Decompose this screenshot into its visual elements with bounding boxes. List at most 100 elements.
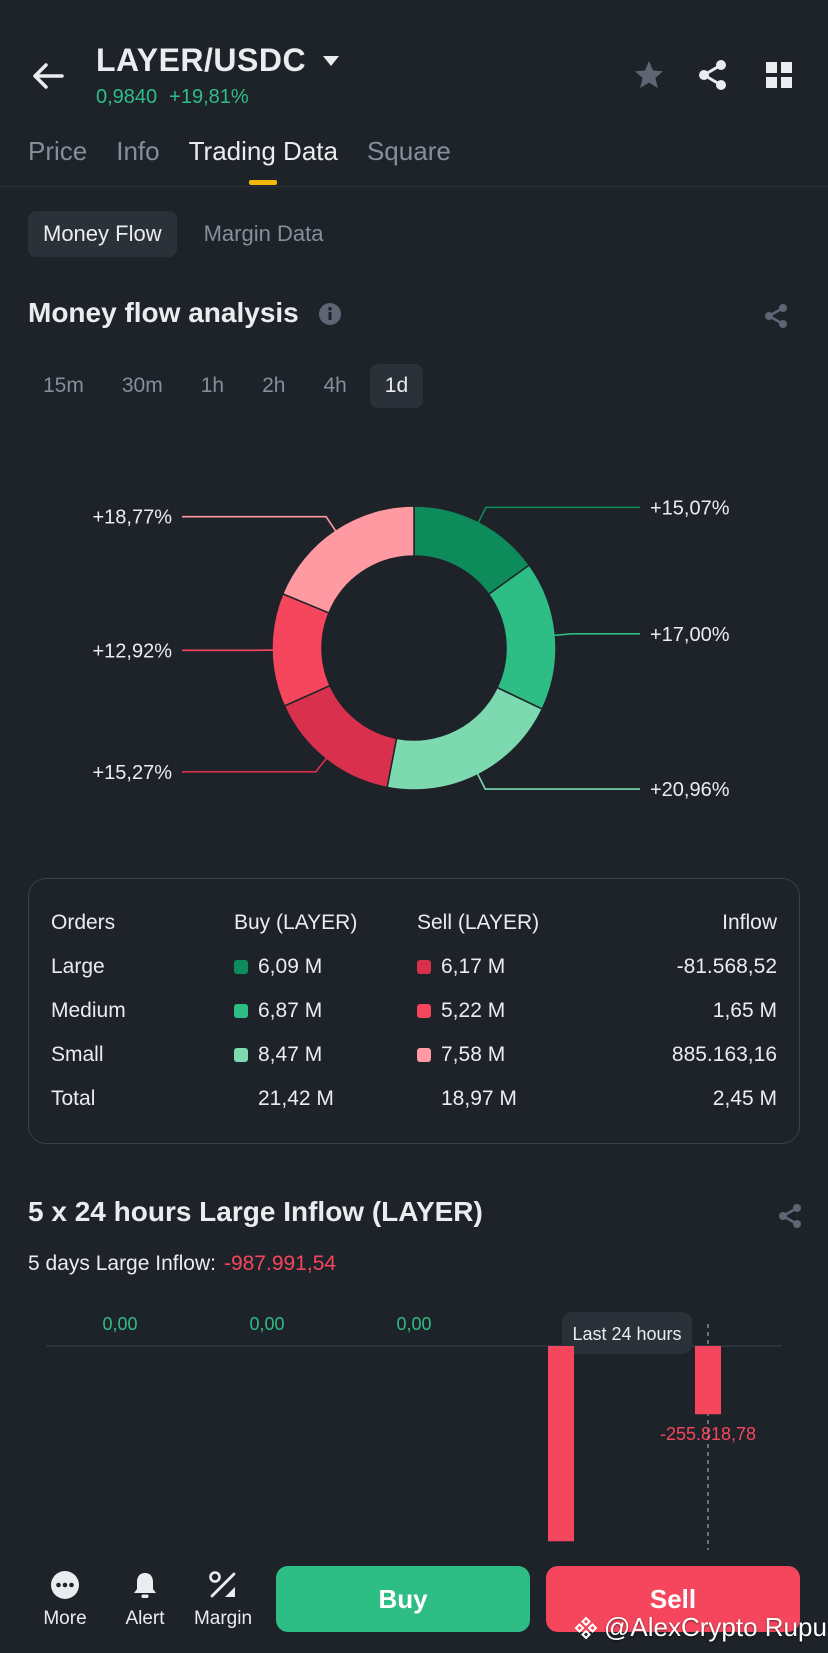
inflow-bar	[548, 1346, 574, 1542]
order-size: Small	[51, 1043, 104, 1066]
share-icon[interactable]	[776, 1202, 804, 1230]
period-4h[interactable]: 4h	[323, 374, 347, 397]
nav-more-label: More	[43, 1608, 87, 1629]
bell-icon	[134, 1573, 156, 1598]
tab-price[interactable]: Price	[28, 136, 88, 166]
bottom-action-bar: More Alert Margin Buy Sell	[0, 1558, 828, 1653]
donut-slice-buy-medium	[487, 564, 557, 711]
caret-down-icon[interactable]	[322, 54, 340, 68]
money-flow-title: Money flow analysis	[28, 297, 299, 328]
info-icon[interactable]	[318, 302, 342, 326]
donut-slice-buy-small	[386, 686, 544, 791]
sell-value: 5,22 M	[441, 999, 506, 1022]
pair-title[interactable]: LAYER/USDC	[96, 42, 307, 78]
inflow-bar-label: 0,00	[102, 1314, 137, 1334]
nav-alert-label: Alert	[125, 1608, 165, 1629]
large-inflow-bar-chart: Last 24 hours 0,00 0,00 0,00 -255.818,78	[46, 1312, 782, 1550]
five-days-summary: 5 days Large Inflow: -987.991,54	[28, 1252, 336, 1276]
inflow-value: 2,45 M	[712, 1087, 777, 1110]
share-icon[interactable]	[696, 58, 730, 92]
money-flow-donut-chart: +15,07% +17,00% +20,96% +15,27% +12,92% +18,7…	[92, 497, 730, 801]
sell-value: 18,97 M	[441, 1087, 517, 1110]
buy-small-swatch	[234, 1048, 248, 1062]
five-days-value: -987.991,54	[223, 1252, 337, 1275]
header-buy: Buy (LAYER)	[234, 911, 358, 934]
order-size: Medium	[51, 999, 126, 1022]
nav-margin[interactable]: Margin	[188, 1570, 258, 1630]
donut-label-sell-small: +18,77%	[92, 507, 172, 529]
buy-medium-swatch	[234, 1004, 248, 1018]
buy-button[interactable]: Buy	[276, 1566, 530, 1632]
header-orders: Orders	[51, 911, 116, 934]
tab-square[interactable]: Square	[366, 136, 451, 166]
period-1h[interactable]: 1h	[200, 374, 225, 397]
table-row: Small 8,47 M 7,58 M 885.163,16	[51, 1043, 777, 1073]
inflow-value: -81.568,52	[676, 955, 777, 978]
order-size: Large	[51, 955, 105, 978]
donut-slice-sell-medium	[271, 592, 332, 707]
nav-alert[interactable]: Alert	[110, 1570, 180, 1630]
donut-leader-buy-medium	[551, 633, 640, 637]
nav-more[interactable]: More	[30, 1570, 100, 1630]
nav-margin-label: Margin	[193, 1608, 253, 1629]
price-line: 0,9840 +19,81%	[96, 86, 249, 109]
more-icon	[51, 1571, 79, 1599]
inflow-value: 1,65 M	[712, 999, 777, 1022]
period-15m[interactable]: 15m	[43, 374, 84, 397]
inflow-bar-label: -255.818,78	[660, 1424, 756, 1444]
binance-logo-icon	[574, 1616, 598, 1639]
tab-info[interactable]: Info	[116, 136, 160, 166]
donut-label-sell-medium: +12,92%	[92, 640, 172, 662]
order-size: Total	[51, 1087, 96, 1110]
buy-value: 6,87 M	[258, 999, 323, 1022]
donut-label-buy-large: +15,07%	[650, 497, 730, 519]
buy-value: 8,47 M	[258, 1043, 323, 1066]
table-row: Large 6,09 M 6,17 M -81.568,52	[51, 955, 777, 985]
sell-value: 7,58 M	[441, 1043, 506, 1066]
donut-label-sell-large: +15,27%	[92, 762, 172, 784]
watermark-text: @AlexCrypto Rupu	[604, 1612, 827, 1642]
table-header: Orders Buy (LAYER) Sell (LAYER) Inflow	[51, 911, 777, 941]
header-inflow: Inflow	[722, 911, 777, 934]
table-row: Medium 6,87 M 5,22 M 1,65 M	[51, 999, 777, 1029]
subtab-money-flow[interactable]: Money Flow	[28, 211, 177, 257]
donut-leader-buy-large	[476, 506, 640, 526]
sub-tabs: Money Flow Margin Data	[28, 211, 338, 257]
watermark: @AlexCrypto Rupu	[574, 1612, 827, 1643]
inflow-bar-label: 0,00	[396, 1314, 431, 1334]
main-tabs: Price Info Trading Data Square	[28, 136, 451, 167]
large-inflow-title: 5 x 24 hours Large Inflow (LAYER)	[28, 1196, 483, 1227]
inflow-bar-label: 0,00	[249, 1314, 284, 1334]
sell-large-swatch	[417, 960, 431, 974]
last-price: 0,9840	[96, 86, 158, 108]
period-30m[interactable]: 30m	[121, 374, 163, 397]
orders-table: Orders Buy (LAYER) Sell (LAYER) Inflow L…	[28, 878, 800, 1144]
period-2h[interactable]: 2h	[262, 374, 286, 397]
five-days-label: 5 days Large Inflow:	[28, 1252, 216, 1275]
share-icon[interactable]	[762, 302, 790, 330]
star-icon[interactable]	[632, 58, 666, 92]
header-sell: Sell (LAYER)	[417, 911, 540, 934]
inflow-value: 885.163,16	[671, 1043, 777, 1066]
sell-medium-swatch	[417, 1004, 431, 1018]
donut-slice-sell-small	[281, 505, 415, 614]
tab-trading-data[interactable]: Trading Data	[188, 136, 338, 166]
margin-icon	[209, 1571, 236, 1598]
sell-value: 6,17 M	[441, 955, 506, 978]
donut-leader-sell-large	[182, 755, 329, 773]
buy-value: 6,09 M	[258, 955, 323, 978]
period-1d[interactable]: 1d	[369, 364, 424, 408]
buy-value: 21,42 M	[258, 1087, 334, 1110]
back-arrow-icon[interactable]	[28, 56, 68, 96]
grid-icon[interactable]	[764, 60, 794, 90]
donut-label-buy-small: +20,96%	[650, 779, 730, 801]
table-row-total: Total 21,42 M 18,97 M 2,45 M	[51, 1087, 777, 1117]
subtab-margin-data[interactable]: Margin Data	[203, 221, 324, 246]
header-divider	[0, 186, 828, 187]
last-24h-tooltip	[562, 1312, 692, 1354]
donut-label-buy-medium: +17,00%	[650, 624, 730, 646]
inflow-bar	[695, 1346, 721, 1415]
buy-large-swatch	[234, 960, 248, 974]
period-selector: 15m 30m 1h 2h 4h 1d	[28, 364, 424, 408]
price-change: +19,81%	[169, 86, 249, 108]
